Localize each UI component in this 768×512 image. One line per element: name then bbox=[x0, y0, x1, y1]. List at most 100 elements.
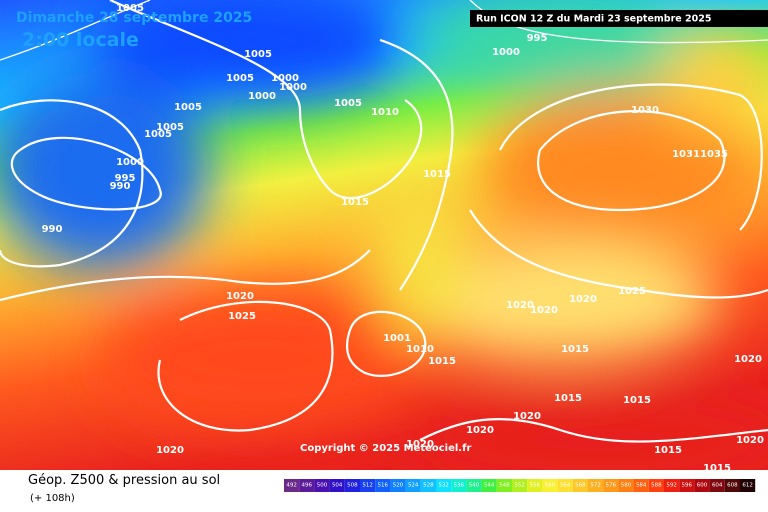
isobar-label: 1015 bbox=[654, 445, 682, 456]
scale-swatch bbox=[618, 479, 634, 492]
scale-label: 536 bbox=[454, 483, 465, 489]
header-bar bbox=[470, 10, 768, 27]
isobar-label: 1020 bbox=[530, 305, 558, 316]
scale-swatch bbox=[512, 479, 528, 492]
scale-swatch bbox=[588, 479, 604, 492]
scale-label: 516 bbox=[378, 483, 389, 489]
scale-label: 512 bbox=[362, 483, 373, 489]
isobar-label: 1015 bbox=[554, 393, 582, 404]
isobar-label: 1000 bbox=[248, 91, 276, 102]
scale-label: 568 bbox=[575, 483, 586, 489]
isobar-label: 1015 bbox=[423, 169, 451, 180]
scale-label: 556 bbox=[530, 483, 541, 489]
scale-label: 544 bbox=[484, 483, 495, 489]
scale-swatch bbox=[664, 479, 680, 492]
scale-swatch bbox=[542, 479, 558, 492]
scale-swatch bbox=[496, 479, 512, 492]
isobar-label: 1005 bbox=[244, 49, 272, 60]
scale-label: 508 bbox=[347, 483, 358, 489]
isobar-label: 1005 bbox=[144, 129, 172, 140]
isobar-label: 1030 bbox=[631, 105, 659, 116]
scale-swatch bbox=[740, 479, 756, 492]
isobar-label: 1015 bbox=[703, 463, 731, 474]
color-scale: 492 496 500 504 508 512 516 520 524 528 532 536 540 5… bbox=[284, 479, 756, 492]
isobar-label: 1015 bbox=[561, 344, 589, 355]
isobar-label: 1020 bbox=[736, 435, 764, 446]
scale-swatch bbox=[679, 479, 695, 492]
copyright: Copyright © 2025 Meteociel.fr bbox=[300, 443, 471, 454]
legend-title: Géop. Z500 & pression au sol bbox=[28, 473, 220, 488]
isobar-label: 1020 bbox=[513, 411, 541, 422]
scale-label: 560 bbox=[545, 483, 556, 489]
map-time: 2:00 locale bbox=[22, 29, 139, 51]
isobar-label: 1031 bbox=[672, 149, 700, 160]
scale-swatch bbox=[633, 479, 649, 492]
scale-label: 608 bbox=[727, 483, 738, 489]
isobar-label: 1010 bbox=[406, 344, 434, 355]
isobar-label: 1000 bbox=[279, 82, 307, 93]
scale-swatch bbox=[466, 479, 482, 492]
scale-label: 540 bbox=[469, 483, 480, 489]
map-date: Dimanche 28 septembre 2025 bbox=[16, 10, 252, 26]
isobar-label: 1015 bbox=[428, 356, 456, 367]
scale-label: 552 bbox=[514, 483, 525, 489]
isobar-label: 1020 bbox=[734, 354, 762, 365]
isobar-label: 1005 bbox=[116, 3, 144, 14]
scale-swatch bbox=[694, 479, 710, 492]
scale-swatch bbox=[436, 479, 452, 492]
scale-label: 532 bbox=[438, 483, 449, 489]
scale-label: 612 bbox=[742, 483, 753, 489]
isobar-label: 1025 bbox=[618, 286, 646, 297]
scale-swatch bbox=[451, 479, 467, 492]
scale-label: 592 bbox=[666, 483, 677, 489]
isobar-label: 1000 bbox=[271, 73, 299, 84]
isobar-label: 995 bbox=[527, 33, 548, 44]
isobar-label: 995 bbox=[115, 173, 136, 184]
scale-swatch bbox=[420, 479, 436, 492]
isobar-label: 1020 bbox=[506, 300, 534, 311]
isobar-label: 1015 bbox=[623, 395, 651, 406]
scale-label: 584 bbox=[636, 483, 647, 489]
scale-swatch bbox=[314, 479, 330, 492]
scale-swatch bbox=[375, 479, 391, 492]
run-info: Run ICON 12 Z du Mardi 23 septembre 2025 bbox=[476, 14, 711, 25]
scale-swatch bbox=[572, 479, 588, 492]
scale-label: 504 bbox=[332, 483, 343, 489]
isobar-label: 1015 bbox=[341, 197, 369, 208]
isobar-label: 1000 bbox=[116, 157, 144, 168]
scale-swatch bbox=[299, 479, 315, 492]
scale-swatch bbox=[344, 479, 360, 492]
scale-swatch bbox=[284, 479, 300, 492]
scale-swatch bbox=[557, 479, 573, 492]
scale-label: 604 bbox=[712, 483, 723, 489]
scale-label: 520 bbox=[393, 483, 404, 489]
isobar-label: 1005 bbox=[334, 98, 362, 109]
scale-label: 564 bbox=[560, 483, 571, 489]
scale-label: 500 bbox=[317, 483, 328, 489]
isobar-label: 1005 bbox=[174, 102, 202, 113]
scale-label: 572 bbox=[590, 483, 601, 489]
isobar-label: 1001 bbox=[383, 333, 411, 344]
isobar-label: 1020 bbox=[466, 425, 494, 436]
scale-label: 576 bbox=[606, 483, 617, 489]
scale-label: 588 bbox=[651, 483, 662, 489]
isobars bbox=[0, 0, 768, 442]
isobar-label: 1020 bbox=[226, 291, 254, 302]
scale-swatch bbox=[329, 479, 345, 492]
scale-label: 524 bbox=[408, 483, 419, 489]
isobar-label: 1020 bbox=[569, 294, 597, 305]
isobar-label: 1035 bbox=[700, 149, 728, 160]
scale-label: 580 bbox=[621, 483, 632, 489]
scale-label: 528 bbox=[423, 483, 434, 489]
scale-swatch bbox=[481, 479, 497, 492]
isobar-label: 1025 bbox=[228, 311, 256, 322]
scale-swatch bbox=[724, 479, 740, 492]
isobar-label: 1005 bbox=[226, 73, 254, 84]
scale-swatch bbox=[603, 479, 619, 492]
scale-swatch bbox=[405, 479, 421, 492]
isobar-label: 1005 bbox=[156, 122, 184, 133]
legend-lead: (+ 108h) bbox=[30, 493, 75, 504]
scale-label: 496 bbox=[302, 483, 313, 489]
